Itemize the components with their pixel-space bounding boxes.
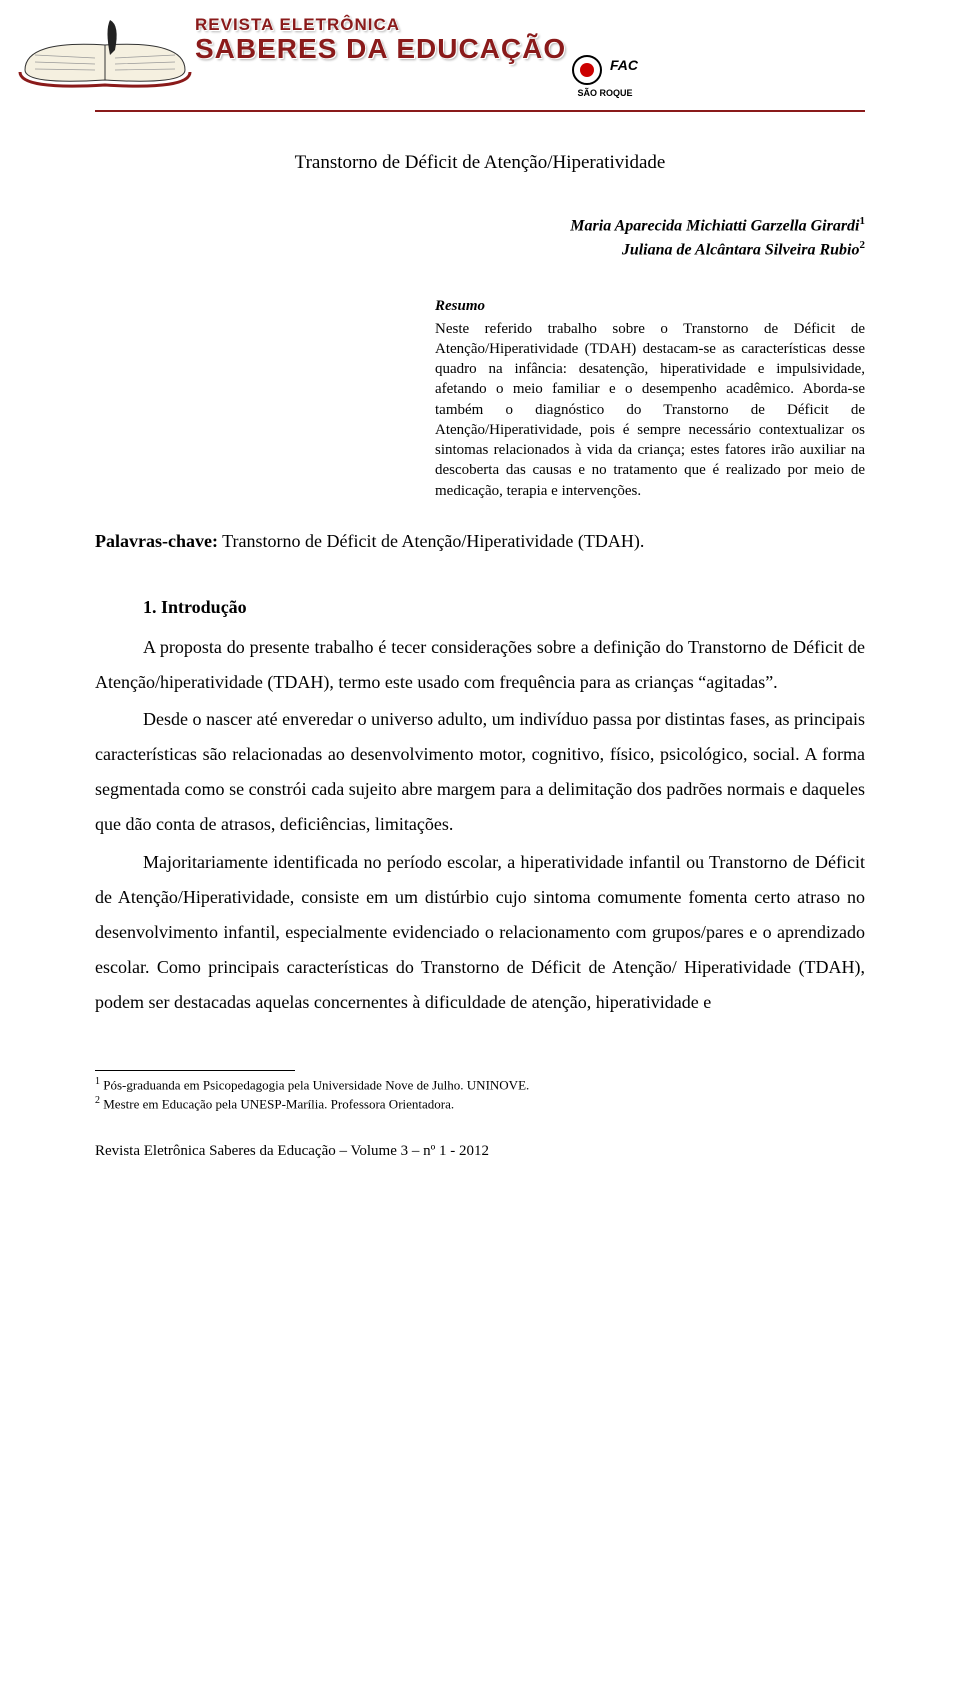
fac-city: SÃO ROQUE <box>545 88 665 98</box>
footnote-1-text: Pós-graduanda em Psicopedagogia pela Uni… <box>100 1077 529 1092</box>
banner-line2: SABERES DA EDUCAÇÃO <box>195 33 566 65</box>
book-quill-icon <box>15 10 195 100</box>
abstract-text: Neste referido trabalho sobre o Transtor… <box>435 319 865 501</box>
journal-banner: REVISTA ELETRÔNICA SABERES DA EDUCAÇÃO F… <box>95 0 865 112</box>
keywords-line: Palavras-chave: Transtorno de Déficit de… <box>95 531 865 552</box>
paper-title: Transtorno de Déficit de Atenção/Hiperat… <box>95 152 865 174</box>
authors-block: Maria Aparecida Michiatti Garzella Girar… <box>95 214 865 261</box>
footnote-2-text: Mestre em Educação pela UNESP-Marília. P… <box>100 1097 454 1112</box>
footnote-separator <box>95 1070 295 1071</box>
author-1: Maria Aparecida Michiatti Garzella Girar… <box>570 217 859 234</box>
banner-title-group: REVISTA ELETRÔNICA SABERES DA EDUCAÇÃO <box>195 15 566 65</box>
author-2-sup: 2 <box>860 239 866 251</box>
body-paragraph: Desde o nascer até enveredar o universo … <box>95 702 865 842</box>
footnote-1: 1 Pós-graduanda em Psicopedagogia pela U… <box>95 1075 865 1094</box>
document-page: REVISTA ELETRÔNICA SABERES DA EDUCAÇÃO F… <box>0 0 960 1200</box>
fac-logo-icon <box>572 55 602 85</box>
abstract-block: Resumo Neste referido trabalho sobre o T… <box>435 296 865 501</box>
body-paragraph: Majoritariamente identificada no período… <box>95 845 865 1020</box>
abstract-heading: Resumo <box>435 296 865 316</box>
body-paragraph: A proposta do presente trabalho é tecer … <box>95 630 865 700</box>
author-2: Juliana de Alcântara Silveira Rubio <box>622 241 860 258</box>
banner-line1: REVISTA ELETRÔNICA <box>195 15 566 35</box>
keywords-label: Palavras-chave: <box>95 531 218 551</box>
fac-badge: FAC SÃO ROQUE <box>545 55 665 98</box>
section-1-heading: 1. Introdução <box>95 597 865 618</box>
footnote-2: 2 Mestre em Educação pela UNESP-Marília.… <box>95 1094 865 1113</box>
author-1-sup: 1 <box>860 215 866 227</box>
page-footer: Revista Eletrônica Saberes da Educação –… <box>95 1143 865 1160</box>
keywords-text: Transtorno de Déficit de Atenção/Hiperat… <box>218 531 644 551</box>
fac-label: FAC <box>610 57 638 73</box>
